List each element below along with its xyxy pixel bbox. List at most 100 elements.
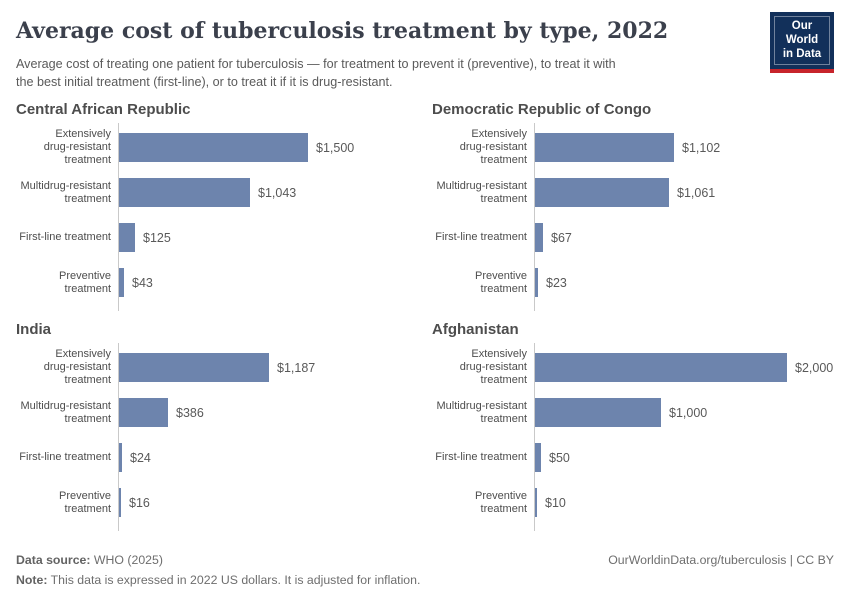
bar-cell: $43 [118,260,418,305]
value-label: $23 [546,275,567,290]
bar-row: Multidrug-resistant treatment $1,000 [432,390,834,435]
footer-row: Data source: WHO (2025) OurWorldinData.o… [16,553,834,567]
value-label: $125 [143,230,171,245]
chart-panel: Democratic Republic of Congo Extensively … [432,101,834,312]
panel-title: Afghanistan [432,321,519,339]
bar-cell: $1,000 [534,390,834,435]
category-label: Extensively drug-resistant treatment [43,128,111,167]
bar-cell: $2,000 [534,345,834,390]
bar [535,488,537,518]
bar [119,398,168,428]
bar-cell: $386 [118,390,418,435]
value-label: $50 [549,450,570,465]
bar-cell: $1,061 [534,170,834,215]
bar-row: Preventive treatment $16 [16,480,418,525]
bar-cell: $24 [118,435,418,480]
chart-title: Average cost of tuberculosis treatment b… [16,18,669,44]
bar-row: Multidrug-resistant treatment $1,061 [432,170,834,215]
bar-row: Multidrug-resistant treatment $1,043 [16,170,418,215]
bar-row: First-line treatment $67 [432,215,834,260]
panel-title: Central African Republic [16,101,191,119]
attribution-url: OurWorldinData.org/tuberculosis | CC BY [608,553,834,567]
value-label: $67 [551,230,572,245]
category-label: Preventive treatment [59,489,111,515]
category-label: First-line treatment [19,451,111,464]
owid-logo-box: Our World in Data [774,16,830,66]
bar [119,443,122,473]
charts-grid: Central African Republic Extensively drug… [16,101,834,532]
bar-row: First-line treatment $125 [16,215,418,260]
bar [535,443,541,473]
footer-note: Note: This data is expressed in 2022 US … [16,573,834,587]
bar-cell: $1,187 [118,345,418,390]
value-label: $2,000 [795,360,834,375]
bar [119,268,124,298]
bar-cell: $1,102 [534,125,834,170]
bar [535,178,669,208]
category-label: First-line treatment [19,231,111,244]
bar-rows: Extensively drug-resistant treatment $1,1… [16,343,418,532]
bar-row: Preventive treatment $23 [432,260,834,305]
chart-panel: Afghanistan Extensively drug-resistant tr… [432,321,834,532]
chart-panel: India Extensively drug-resistant treatmen… [16,321,418,532]
bar [119,223,135,253]
owid-logo-line-2: in Data [782,47,822,60]
category-label: First-line treatment [435,451,527,464]
bar [535,223,543,253]
panel-title: India [16,321,52,339]
category-label: Preventive treatment [475,269,527,295]
category-label: Extensively drug-resistant treatment [459,128,527,167]
category-label: Extensively drug-resistant treatment [43,348,111,387]
bar-cell: $23 [534,260,834,305]
bar-row: First-line treatment $24 [16,435,418,480]
bar-rows: Extensively drug-resistant treatment $1,5… [16,123,418,312]
value-label: $1,500 [316,140,355,155]
category-label: Preventive treatment [59,269,111,295]
bar-row: Preventive treatment $43 [16,260,418,305]
chart-footer: Data source: WHO (2025) OurWorldinData.o… [16,553,834,587]
owid-logo-line-1: Our World [785,20,819,46]
bar-row: Extensively drug-resistant treatment $1,1… [432,125,834,170]
bar [119,133,308,163]
category-label: Extensively drug-resistant treatment [459,348,527,387]
bar-rows: Extensively drug-resistant treatment $1,1… [432,123,834,312]
data-source-label: Data source: [16,553,91,567]
bar [535,353,787,383]
bar-cell: $125 [118,215,418,260]
value-label: $386 [176,405,204,420]
bar-row: Multidrug-resistant treatment $386 [16,390,418,435]
bar-cell: $16 [118,480,418,525]
value-label: $24 [130,450,151,465]
bar-row: First-line treatment $50 [432,435,834,480]
category-label: Preventive treatment [475,489,527,515]
bar-cell: $67 [534,215,834,260]
value-label: $10 [545,495,566,510]
bar [119,178,250,208]
panel-title: Democratic Republic of Congo [432,101,652,119]
bar [535,133,674,163]
bar-row: Extensively drug-resistant treatment $2,0… [432,345,834,390]
bar-cell: $50 [534,435,834,480]
bar-row: Extensively drug-resistant treatment $1,5… [16,125,418,170]
chart-subtitle: Average cost of treating one patient for… [16,57,616,89]
owid-logo: Our World in Data [770,12,834,74]
category-label: Multidrug-resistant treatment [436,399,527,425]
category-label: First-line treatment [435,231,527,244]
category-label: Multidrug-resistant treatment [20,179,111,205]
value-label: $1,187 [277,360,316,375]
value-label: $16 [129,495,150,510]
value-label: $1,000 [669,405,708,420]
bar-row: Preventive treatment $10 [432,480,834,525]
value-label: $1,043 [258,185,297,200]
chart-panel: Central African Republic Extensively drug… [16,101,418,312]
category-label: Multidrug-resistant treatment [436,179,527,205]
bar [119,488,121,518]
bar-rows: Extensively drug-resistant treatment $2,0… [432,343,834,532]
bar-cell: $1,043 [118,170,418,215]
bar [535,268,538,298]
value-label: $43 [132,275,153,290]
value-label: $1,102 [682,140,721,155]
bar [119,353,269,383]
bar [535,398,661,428]
